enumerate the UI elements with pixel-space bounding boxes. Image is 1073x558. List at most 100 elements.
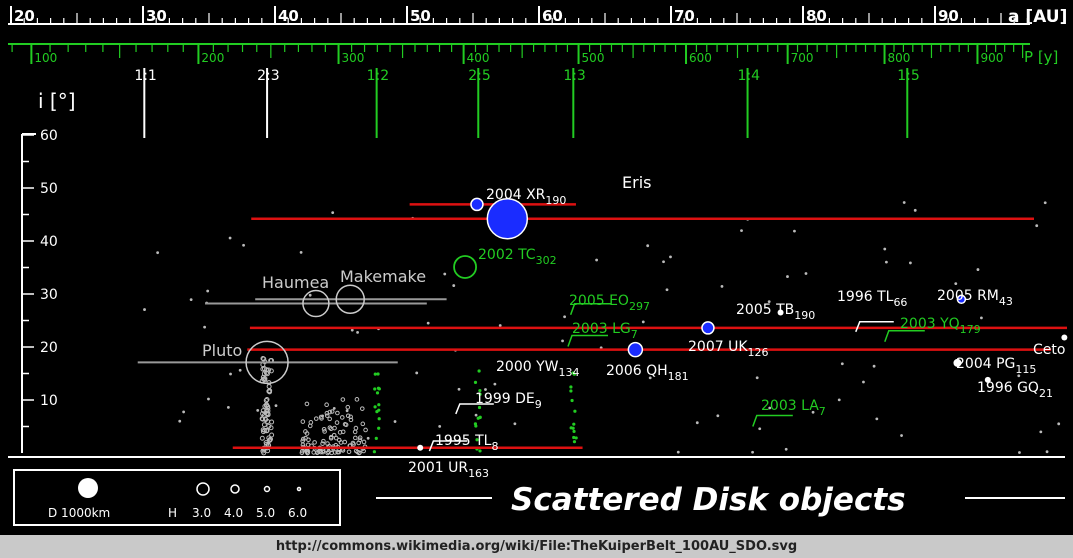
object-label: 2005 TB190 bbox=[736, 302, 815, 322]
sdo-point bbox=[976, 268, 980, 271]
classical-point bbox=[321, 438, 326, 444]
resonant-point bbox=[377, 426, 381, 430]
legend-h-value: 6.0 bbox=[288, 506, 307, 520]
sdo-point bbox=[786, 275, 789, 278]
legend-h-label: H bbox=[168, 506, 177, 520]
object-label: 2004 PG115 bbox=[956, 356, 1036, 376]
plutino-point bbox=[268, 368, 274, 374]
object-pointer bbox=[455, 403, 494, 415]
resonant-point bbox=[376, 372, 380, 376]
sdo-point bbox=[178, 419, 182, 423]
sdo-point bbox=[1057, 422, 1061, 426]
i-axis-tick-label: 40 bbox=[40, 234, 58, 250]
plutino-point bbox=[260, 416, 266, 422]
sdo-point bbox=[1017, 374, 1021, 378]
classical-point bbox=[305, 450, 310, 456]
sdo-point bbox=[493, 382, 497, 386]
plutino-point bbox=[262, 427, 268, 433]
sdo-point bbox=[513, 422, 517, 426]
sdo-point bbox=[308, 293, 312, 297]
sdo-point bbox=[755, 376, 759, 380]
sdo-point bbox=[900, 434, 903, 437]
sdo-point bbox=[902, 201, 906, 204]
classical-point bbox=[308, 420, 314, 425]
classical-point bbox=[348, 417, 354, 423]
classical-point bbox=[301, 436, 306, 442]
resonant-point bbox=[569, 385, 573, 389]
sdo-point bbox=[784, 447, 788, 451]
p-axis-tick-label: 600 bbox=[689, 51, 712, 65]
resonant-point bbox=[373, 405, 377, 409]
sdo-point bbox=[366, 436, 370, 440]
sdo-point bbox=[695, 421, 699, 425]
sdo-point bbox=[350, 328, 354, 332]
object-label: 2000 YW134 bbox=[496, 359, 579, 379]
classical-point bbox=[353, 425, 359, 431]
plutino-point bbox=[267, 437, 273, 443]
object-label: Eris bbox=[622, 173, 651, 192]
sdo-point bbox=[872, 364, 876, 368]
object-marker bbox=[956, 294, 967, 305]
plutino-point bbox=[265, 408, 271, 414]
a-axis-tick-label: 50 bbox=[410, 7, 431, 25]
plutino-point bbox=[261, 422, 267, 428]
resonant-point bbox=[477, 405, 482, 410]
classical-point bbox=[335, 449, 340, 455]
a-axis-tick-label: 20 bbox=[14, 7, 35, 25]
a-axis-tick-label: 90 bbox=[938, 7, 959, 25]
sdo-point bbox=[767, 300, 771, 304]
a-axis-tick-label: 80 bbox=[806, 7, 827, 25]
plutino-point bbox=[261, 450, 267, 456]
resonance-label: 1:5 bbox=[897, 68, 920, 84]
sdo-point bbox=[563, 315, 567, 319]
object-label: 2003 LG7 bbox=[572, 321, 638, 341]
sdo-point bbox=[452, 284, 456, 287]
sdo-point bbox=[474, 413, 478, 417]
object-label: 2001 UR163 bbox=[408, 460, 489, 480]
classical-point bbox=[340, 397, 346, 402]
p-axis-tick-label: 100 bbox=[34, 51, 57, 65]
object-label: 1996 TL66 bbox=[837, 289, 907, 309]
object-marker bbox=[245, 340, 289, 385]
plutino-point bbox=[269, 419, 275, 425]
sdo-point bbox=[242, 243, 245, 247]
sdo-point bbox=[883, 247, 887, 251]
classical-point bbox=[328, 435, 334, 441]
sdo-point bbox=[954, 282, 958, 286]
classical-point bbox=[361, 448, 366, 454]
classical-point bbox=[324, 402, 329, 408]
classical-point bbox=[340, 429, 346, 435]
resonance-label: 1:3 bbox=[563, 68, 586, 84]
object-label: 2005 RM43 bbox=[937, 288, 1013, 308]
sdo-point bbox=[189, 298, 193, 301]
sdo-point bbox=[875, 417, 879, 421]
classical-point bbox=[327, 425, 333, 430]
source-url-caption[interactable]: http://commons.wikimedia.org/wiki/File:T… bbox=[0, 535, 1073, 558]
sdo-point bbox=[909, 261, 912, 265]
sdo-point bbox=[415, 371, 419, 375]
sdo-point bbox=[356, 330, 359, 334]
sdo-point bbox=[595, 258, 599, 262]
object-pointer bbox=[752, 414, 793, 427]
classical-point bbox=[304, 401, 310, 407]
sdo-point bbox=[321, 414, 324, 418]
classical-point bbox=[345, 404, 351, 410]
classical-point bbox=[324, 410, 330, 416]
sdo-point bbox=[256, 409, 260, 412]
classical-point bbox=[307, 423, 313, 429]
i-axis-tick-label: 50 bbox=[40, 181, 58, 197]
p-axis-tick-label: 700 bbox=[791, 51, 814, 65]
resonant-point bbox=[377, 417, 381, 421]
legend-box bbox=[13, 469, 341, 526]
sdo-point bbox=[426, 321, 430, 325]
a-axis-tick-label: 60 bbox=[542, 7, 563, 25]
sdo-point bbox=[913, 208, 917, 212]
object-label: Haumea bbox=[262, 273, 329, 292]
classical-point bbox=[300, 442, 306, 448]
sdo-point bbox=[457, 387, 461, 391]
legend-h-marker bbox=[230, 484, 240, 494]
object-marker bbox=[984, 376, 991, 383]
resonant-point bbox=[569, 389, 573, 393]
classical-point bbox=[306, 437, 311, 443]
resonant-point bbox=[372, 450, 376, 454]
